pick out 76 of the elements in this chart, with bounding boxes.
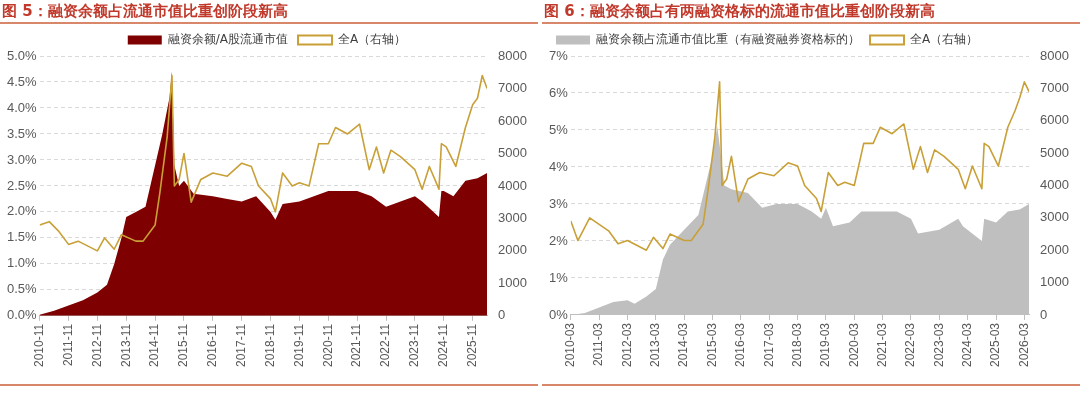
y-tick-label: 2.0% [6,203,38,219]
y2-tick-label: 2000 [498,242,527,258]
y2-tick-label: 8000 [1040,47,1069,63]
y2-tick-label: 1000 [498,274,527,290]
x-tick-label: 2022-03 [903,322,918,368]
x-tick-label: 2023-03 [931,322,946,368]
legend-label: 全A（右轴） [338,32,407,47]
x-tick-label: 2013-03 [648,322,663,368]
y-tick-label: 5.0% [6,47,38,63]
x-tick-label: 2018-11 [262,323,277,368]
y-tick-label: 4.0% [6,99,38,115]
x-tick-label: 2019-11 [291,323,306,368]
x-tick-label: 2010-03 [563,322,578,368]
y2-tick-label: 6000 [1040,112,1069,128]
y-tick-label: 0.5% [6,281,38,297]
x-tick-label: 2019-03 [818,322,833,368]
x-tick-label: 2025-03 [988,322,1003,368]
x-tick-label: 2016-03 [733,322,748,368]
x-tick-label: 2013-11 [118,323,133,368]
x-tick-label: 2024-11 [436,323,451,368]
x-tick-label: 2011-11 [60,323,75,367]
y2-tick-label: 7000 [498,80,527,96]
x-tick-label: 2011-03 [591,322,606,367]
y-tick-label: 1% [548,269,569,285]
x-tick-label: 2023-11 [407,323,422,368]
x-tick-label: 2026-03 [1016,322,1031,368]
y-tick-label: 3.0% [6,151,38,167]
x-tick-label: 2012-03 [619,322,634,368]
x-tick-label: 2014-03 [676,322,691,368]
y2-tick-label: 4000 [498,177,527,193]
y2-tick-label: 5000 [1040,144,1069,160]
y-tick-label: 7% [548,47,569,63]
x-tick-label: 2017-03 [761,322,776,368]
y-tick-label: 3% [548,195,569,211]
x-tick-label: 2014-11 [147,323,162,368]
x-tick-label: 2017-11 [234,323,249,368]
y-tick-label: 4% [548,158,569,174]
x-tick-label: 2010-11 [31,323,46,368]
x-tick-label: 2021-03 [874,322,889,368]
x-tick-label: 2022-11 [378,323,393,368]
x-tick-label: 2016-11 [205,323,220,368]
y-tick-label: 5% [548,121,569,137]
y2-tick-label: 5000 [498,145,527,161]
x-tick-label: 2015-03 [704,322,719,368]
x-tick-label: 2021-11 [349,323,364,368]
y-tick-label: 0.0% [6,307,38,323]
y2-tick-label: 1000 [1040,274,1069,290]
y2-tick-label: 2000 [1040,241,1069,257]
y-tick-label: 3.5% [6,125,38,141]
x-tick-label: 2020-11 [320,323,335,368]
y2-tick-label: 6000 [498,112,527,128]
y2-tick-label: 0 [498,307,506,323]
y2-tick-label: 3000 [1040,209,1069,225]
y2-tick-label: 0 [1040,306,1048,322]
y-tick-label: 6% [548,84,569,100]
y-tick-label: 1.5% [6,229,38,245]
y-tick-label: 1.0% [6,255,38,271]
y-tick-label: 2.5% [6,177,38,193]
y-tick-label: 4.5% [6,73,38,89]
x-tick-label: 2024-03 [959,322,974,368]
chart-title: 图 5：融资余额占流通市值比重创阶段新高 [0,0,538,24]
legend-label: 融资余额占流通市值比重（有融资融券资格标的） [596,32,860,47]
chart-title: 图 6：融资余额占有两融资格标的流通市值比重创阶段新高 [542,0,1080,24]
y-tick-label: 2% [548,232,569,248]
legend-label: 融资余额/A股流通市值 [167,32,289,47]
y2-tick-label: 7000 [1040,79,1069,95]
x-tick-label: 2015-11 [176,323,191,368]
x-tick-label: 2012-11 [89,323,104,368]
x-tick-label: 2025-11 [464,323,479,368]
legend-label: 全A（右轴） [910,32,979,47]
y2-tick-label: 4000 [1040,177,1069,193]
y-tick-label: 0% [548,306,569,322]
x-tick-label: 2020-03 [846,322,861,368]
y2-tick-label: 8000 [498,47,527,63]
y2-tick-label: 3000 [498,209,527,225]
x-tick-label: 2018-03 [789,322,804,368]
